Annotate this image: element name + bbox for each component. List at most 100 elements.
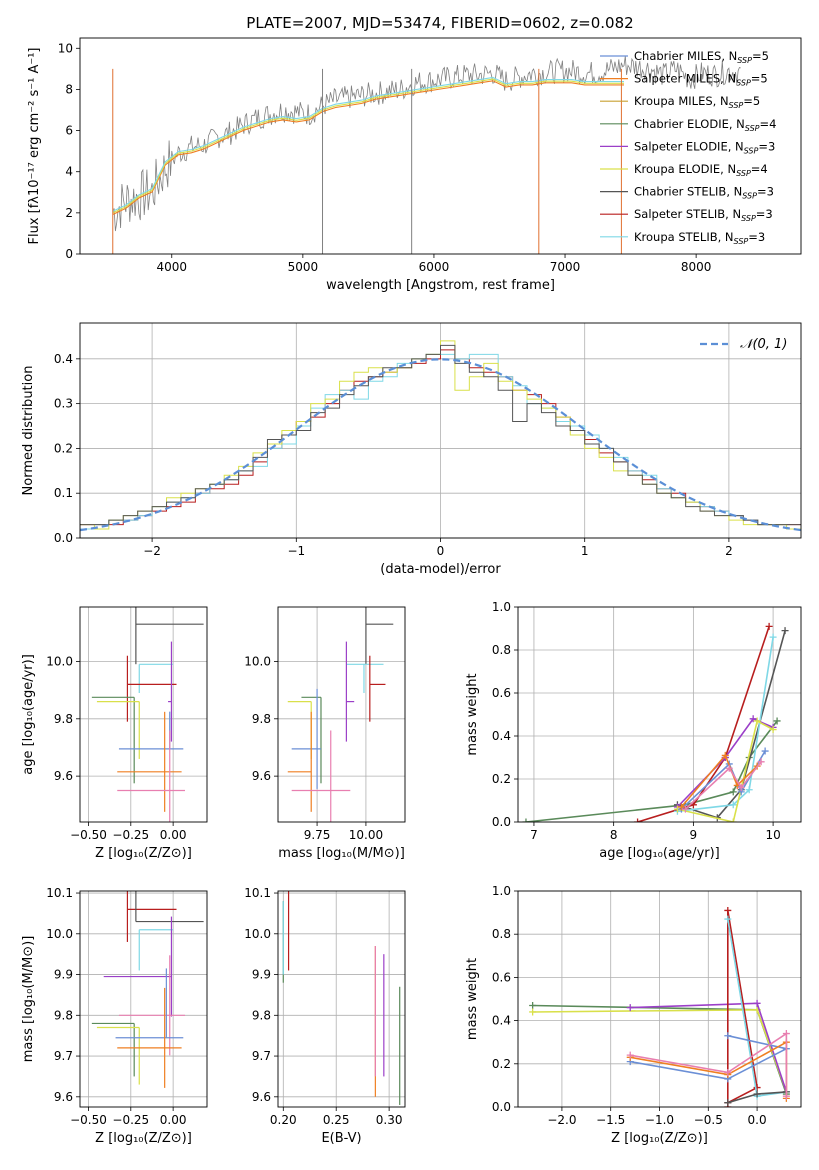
data-point-marker [761, 747, 769, 755]
y-tick-label: 0.2 [492, 772, 511, 786]
axes-frame [277, 890, 406, 1108]
x-tick-label: 0.25 [323, 1113, 350, 1127]
y-tick-label: 9.8 [252, 1008, 271, 1022]
y-tick-label: 2 [65, 206, 73, 220]
data-point-marker [769, 726, 777, 734]
model-spectrum-line [112, 78, 624, 214]
x-tick-label: 6000 [419, 260, 450, 274]
x-tick-label: −1.0 [645, 1113, 674, 1127]
legend-label: Kroupa MILES, N [634, 94, 729, 108]
legend-suffix: =3 [756, 207, 773, 221]
legend-entry: Kroupa ELODIE, NSSP=4 [634, 162, 768, 178]
x-axis-label: Z [log₁₀(Z/Z⊙)] [611, 1131, 708, 1146]
x-tick-label: 4000 [156, 260, 187, 274]
legend-subscript: SSP [744, 146, 759, 155]
y-tick-label: 9.6 [54, 1090, 73, 1104]
data-point-marker [745, 786, 753, 794]
x-tick-label: 7000 [550, 260, 581, 274]
y-tick-label: 9.8 [252, 712, 271, 726]
x-tick-label: 0.00 [160, 828, 187, 842]
x-tick-label: 0.0 [748, 1113, 767, 1127]
legend-label: Chabrier ELODIE, N [634, 117, 745, 131]
legend-subscript: SSP [745, 124, 760, 133]
y-axis-label: Normed distribution [21, 366, 36, 496]
data-point-marker [782, 1092, 790, 1100]
x-axis-label: (data-model)/error [380, 562, 501, 577]
data-point-marker [626, 1004, 634, 1012]
data-point-marker [753, 1090, 761, 1098]
legend-subscript: SSP [741, 214, 756, 223]
plot-area [91, 891, 204, 1088]
mass-weight-line [726, 910, 758, 1107]
data-point-marker [737, 784, 745, 792]
y-tick-label: 9.9 [252, 968, 271, 982]
x-tick-label: 0.30 [376, 1113, 403, 1127]
data-point-marker [681, 805, 689, 813]
axes-frame [517, 890, 802, 1108]
mass-weight-line [684, 761, 762, 810]
mass-weight-line [637, 626, 770, 822]
data-point-marker [749, 715, 757, 723]
data-point-marker [781, 627, 789, 635]
panel-mass_vs_ebv: 0.20 0.25 0.30 9.6 9.7 9.8 9.9 10.0 10.1 E(B-V) [244, 886, 406, 1146]
y-tick-label: 1.0 [492, 600, 511, 614]
y-tick-label: 0.0 [492, 815, 511, 829]
y-tick-label: 1.0 [492, 884, 511, 898]
model-spectrum-line [112, 76, 624, 212]
plot-area [112, 55, 741, 254]
y-tick-label: 10.0 [46, 927, 73, 941]
legend-label: 𝒩(0, 1) [740, 337, 787, 352]
y-tick-label: 6 [65, 124, 73, 138]
panel-spectrum: 4000 5000 6000 7000 8000 0 2 4 6 8 10 wavelength [A… [27, 37, 802, 293]
legend-subscript: SSP [734, 237, 749, 246]
axes-frame [517, 606, 802, 823]
y-tick-label: 0.8 [492, 927, 511, 941]
x-tick-label: −2 [143, 544, 161, 558]
legend-label: Salpeter STELIB, N [634, 207, 741, 221]
x-tick-label: 9 [690, 828, 698, 842]
y-tick-label: 0.2 [54, 441, 73, 455]
y-tick-label: 0.4 [492, 1014, 511, 1028]
x-tick-label: 0 [437, 544, 445, 558]
plot-area [91, 607, 204, 822]
y-tick-label: 9.6 [54, 769, 73, 783]
legend-subscript: SSP [742, 192, 757, 201]
data-point-marker [725, 764, 733, 772]
x-tick-label: −0.25 [112, 828, 149, 842]
x-axis-label: Z [log₁₀(Z/Z⊙)] [95, 1131, 192, 1146]
x-tick-label: 5000 [288, 260, 319, 274]
panel-massweight_vs_age: 7 8 9 10 0.0 0.2 0.4 0.6 0.8 1.0 age [log₁₀(age/yr… [465, 600, 802, 861]
data-point-marker [773, 717, 781, 725]
legend-suffix: =3 [757, 185, 774, 199]
y-axis-label: Flux [fλ10⁻¹⁷ erg cm⁻² s⁻¹ A⁻¹] [27, 48, 42, 245]
legend-suffix: =5 [743, 94, 760, 108]
legend-label: Salpeter ELODIE, N [634, 139, 744, 153]
panel-age_vs_Z: −0.50 −0.25 0.00 9.6 9.8 10.0 Z [log₁₀(Z/Z⊙)] a… [21, 606, 208, 861]
x-axis-label: wavelength [Angstrom, rest frame] [326, 278, 555, 293]
data-point-marker [724, 1032, 732, 1040]
y-tick-label: 10.0 [244, 654, 271, 668]
y-axis-label: age [log₁₀(age/yr)] [21, 654, 36, 775]
x-axis-label: age [log₁₀(age/yr)] [599, 846, 720, 861]
y-tick-label: 0.4 [54, 352, 73, 366]
data-point-marker [769, 633, 777, 641]
x-tick-label: 7 [530, 828, 538, 842]
legend-entry: Salpeter ELODIE, NSSP=3 [634, 139, 775, 155]
x-tick-label: −0.25 [112, 1113, 149, 1127]
x-axis-label: Z [log₁₀(Z/Z⊙)] [95, 846, 192, 861]
x-tick-label: −1 [287, 544, 305, 558]
y-tick-label: 4 [65, 165, 73, 179]
x-tick-label: 0.20 [270, 1113, 297, 1127]
x-tick-label: −1.5 [596, 1113, 625, 1127]
y-tick-label: 0 [65, 247, 73, 261]
data-point-marker [753, 717, 761, 725]
y-tick-label: 0.1 [54, 486, 73, 500]
x-tick-label: 9.75 [304, 828, 331, 842]
legend-suffix: =3 [748, 230, 765, 244]
histogram-step [80, 344, 801, 538]
legend-label: Salpeter MILES, N [634, 72, 736, 86]
mass-weight-line [677, 636, 774, 813]
panel-mass_vs_Z: −0.50 −0.25 0.00 9.6 9.7 9.8 9.9 10.0 10.1 Z [log… [21, 886, 208, 1146]
